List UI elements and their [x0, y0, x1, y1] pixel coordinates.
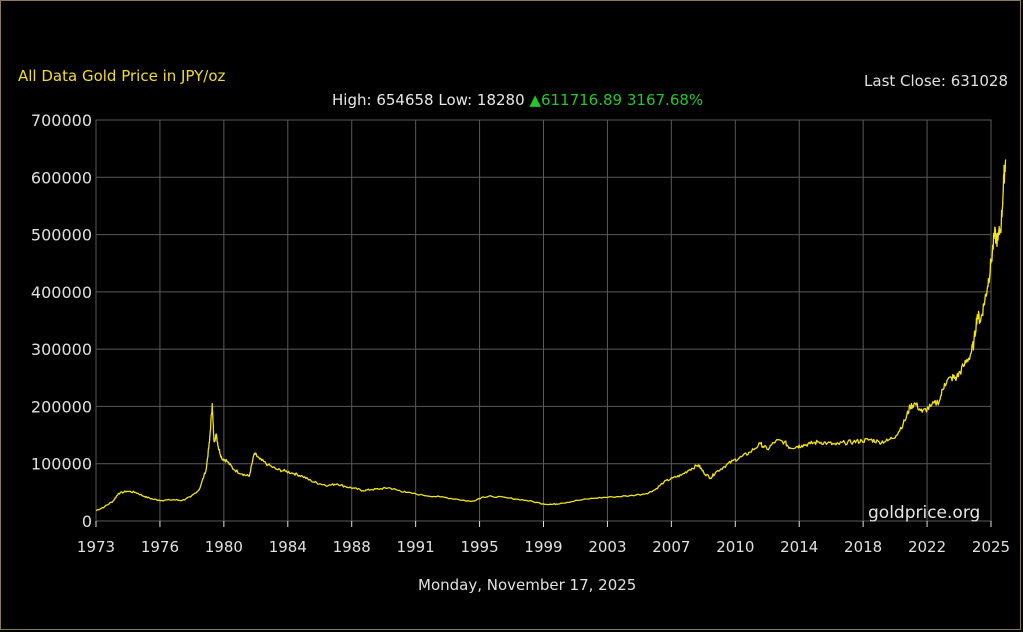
chart-grid	[95, 119, 992, 527]
y-tick-label: 300000	[31, 340, 92, 359]
price-stats: High: 654658 Low: 18280 ▲611716.89 3167.…	[332, 91, 703, 109]
watermark: goldprice.org	[868, 503, 980, 523]
x-tick-label: 1999	[524, 538, 562, 556]
x-tick-label: 2007	[652, 538, 690, 556]
low-value: 18280	[476, 91, 525, 109]
high-label: High:	[332, 91, 372, 109]
x-tick-label: 1995	[460, 538, 498, 556]
x-tick-label: 2018	[844, 538, 882, 556]
chart-title: All Data Gold Price in JPY/oz	[18, 67, 226, 85]
last-close-label: Last Close: 631028	[864, 72, 1008, 90]
x-tick-label: 2025	[972, 538, 1010, 556]
x-axis-ticks: 1973 1976 1980 1984 1988 1991 1995 1999 2003 2007…	[77, 538, 1010, 556]
x-tick-label: 1988	[333, 538, 371, 556]
y-tick-label: 200000	[31, 397, 92, 416]
x-tick-label: 2022	[908, 538, 946, 556]
high-value: 654658	[376, 91, 434, 109]
footer-date: Monday, November 17, 2025	[418, 576, 637, 594]
y-axis-ticks: 0 100000 200000 300000 400000 500000 600000 700…	[31, 111, 92, 531]
x-tick-label: 1973	[77, 538, 115, 556]
y-tick-label: 0	[82, 512, 92, 531]
x-tick-label: 2014	[780, 538, 818, 556]
up-arrow-icon: ▲	[529, 91, 541, 109]
series-line-gold-price	[95, 159, 1007, 512]
x-tick-label: 2003	[588, 538, 626, 556]
y-tick-label: 500000	[31, 226, 92, 245]
x-tick-label: 1984	[269, 538, 307, 556]
y-tick-label: 600000	[31, 168, 92, 187]
x-tick-label: 1980	[205, 538, 243, 556]
change-percent: 3167.68%	[626, 91, 704, 109]
x-tick-label: 1976	[141, 538, 179, 556]
x-tick-label: 1991	[397, 538, 435, 556]
y-tick-label: 400000	[31, 283, 92, 302]
low-label: Low:	[438, 91, 473, 109]
y-tick-label: 700000	[31, 111, 92, 130]
change-absolute: 611716.89	[540, 91, 623, 109]
x-tick-label: 2010	[716, 538, 754, 556]
y-tick-label: 100000	[31, 455, 92, 474]
